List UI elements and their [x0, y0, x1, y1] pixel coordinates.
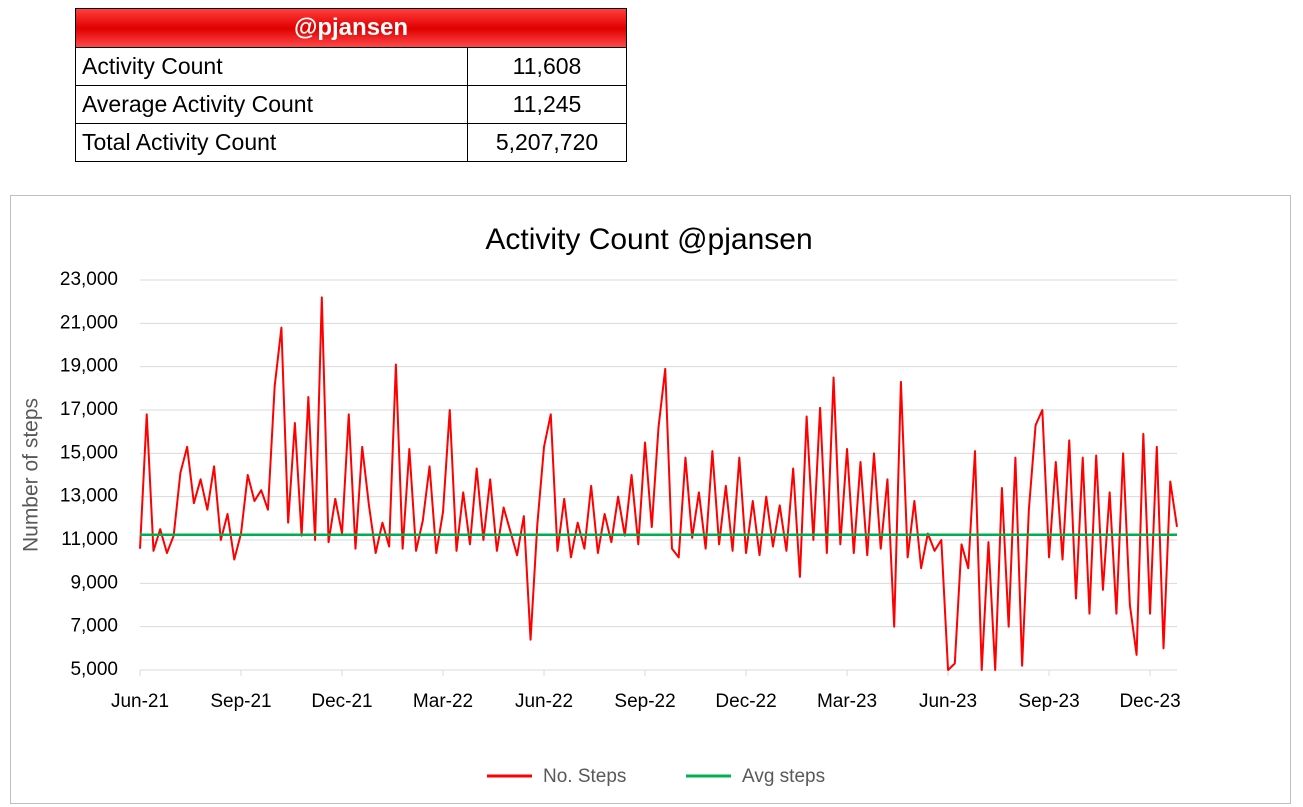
y-tick-label: 19,000	[60, 356, 118, 377]
y-tick-label: 17,000	[60, 399, 118, 420]
x-tick-label: Sep-23	[1018, 691, 1079, 712]
row-label: Activity Count	[75, 47, 468, 86]
row-value: 11,608	[467, 47, 627, 86]
row-label: Average Activity Count	[75, 85, 468, 124]
x-tick-label: Mar-23	[817, 691, 877, 712]
row-label: Total Activity Count	[75, 123, 468, 162]
chart-title: Activity Count @pjansen	[485, 223, 812, 256]
x-tick-label: Dec-21	[311, 691, 372, 712]
summary-table: @pjansen Activity Count 11,608 Average Ac…	[75, 8, 627, 162]
y-tick-label: 23,000	[60, 269, 118, 290]
x-tick-label: Dec-22	[715, 691, 776, 712]
chart-frame	[10, 195, 1291, 804]
y-tick-label: 21,000	[60, 312, 118, 333]
legend-label: No. Steps	[543, 766, 626, 787]
y-tick-label: 9,000	[70, 572, 118, 593]
x-tick-label: Jun-23	[919, 691, 977, 712]
y-tick-label: 5,000	[70, 659, 118, 680]
x-tick-label: Sep-21	[210, 691, 271, 712]
y-tick-label: 7,000	[70, 616, 118, 637]
y-tick-label: 13,000	[60, 486, 118, 507]
row-value: 11,245	[467, 85, 627, 124]
x-tick-label: Dec-23	[1119, 691, 1180, 712]
row-value: 5,207,720	[467, 123, 627, 162]
y-axis-title: Number of steps	[20, 398, 43, 552]
x-tick-label: Jun-22	[515, 691, 573, 712]
legend-label: Avg steps	[742, 766, 825, 787]
data-line	[139, 296, 1178, 671]
table-header: @pjansen	[75, 8, 627, 48]
x-tick-label: Mar-22	[413, 691, 473, 712]
x-tick-label: Jun-21	[111, 691, 169, 712]
y-tick-label: 11,000	[61, 529, 118, 550]
y-tick-label: 15,000	[60, 442, 118, 463]
x-tick-label: Sep-22	[614, 691, 675, 712]
